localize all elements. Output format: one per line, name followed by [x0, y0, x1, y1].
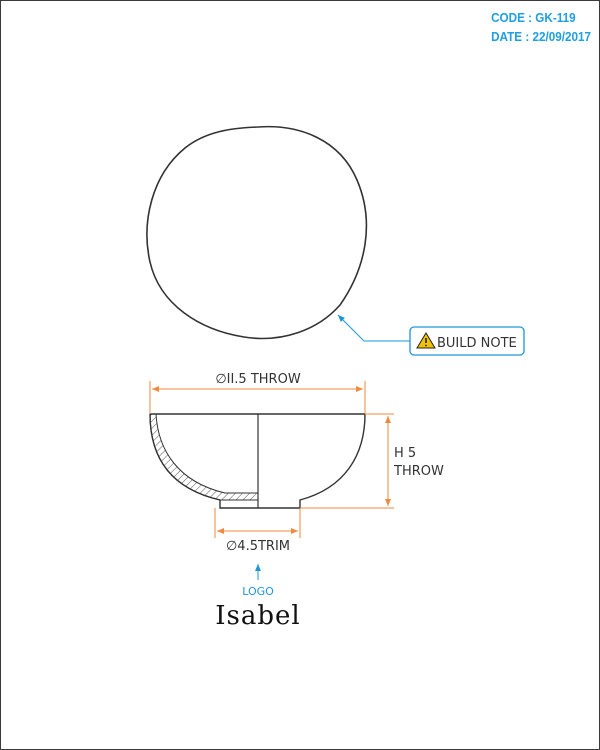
build-note-label: BUILD NOTE	[437, 336, 517, 351]
callout-leader	[337, 314, 410, 342]
base-diameter-label: ∅4.5TRIM	[226, 539, 290, 554]
height-label: H 5	[394, 446, 416, 461]
title-block: CODE : GK-119 DATE : 22/09/2017	[491, 8, 591, 46]
section-view	[149, 413, 366, 509]
build-note-callout[interactable]: BUILD NOTE	[409, 326, 525, 356]
warning-icon	[416, 332, 436, 349]
height-label-sub: THROW	[393, 464, 444, 479]
product-code: CODE : GK-119	[491, 10, 576, 25]
top-view-outline	[146, 125, 368, 340]
drawing-date: DATE : 22/09/2017	[491, 29, 591, 44]
dimension-base-diameter: ∅4.5TRIM	[214, 508, 301, 554]
dimension-height: H 5 THROW	[300, 413, 444, 509]
dimension-top-diameter: ∅II.5 THROW	[149, 372, 366, 414]
top-diameter-label: ∅II.5 THROW	[215, 372, 301, 387]
product-name: Isabel	[215, 601, 300, 631]
logo-label: LOGO	[242, 585, 274, 598]
logo-pointer: LOGO	[242, 564, 274, 598]
section-hatch	[149, 413, 259, 501]
